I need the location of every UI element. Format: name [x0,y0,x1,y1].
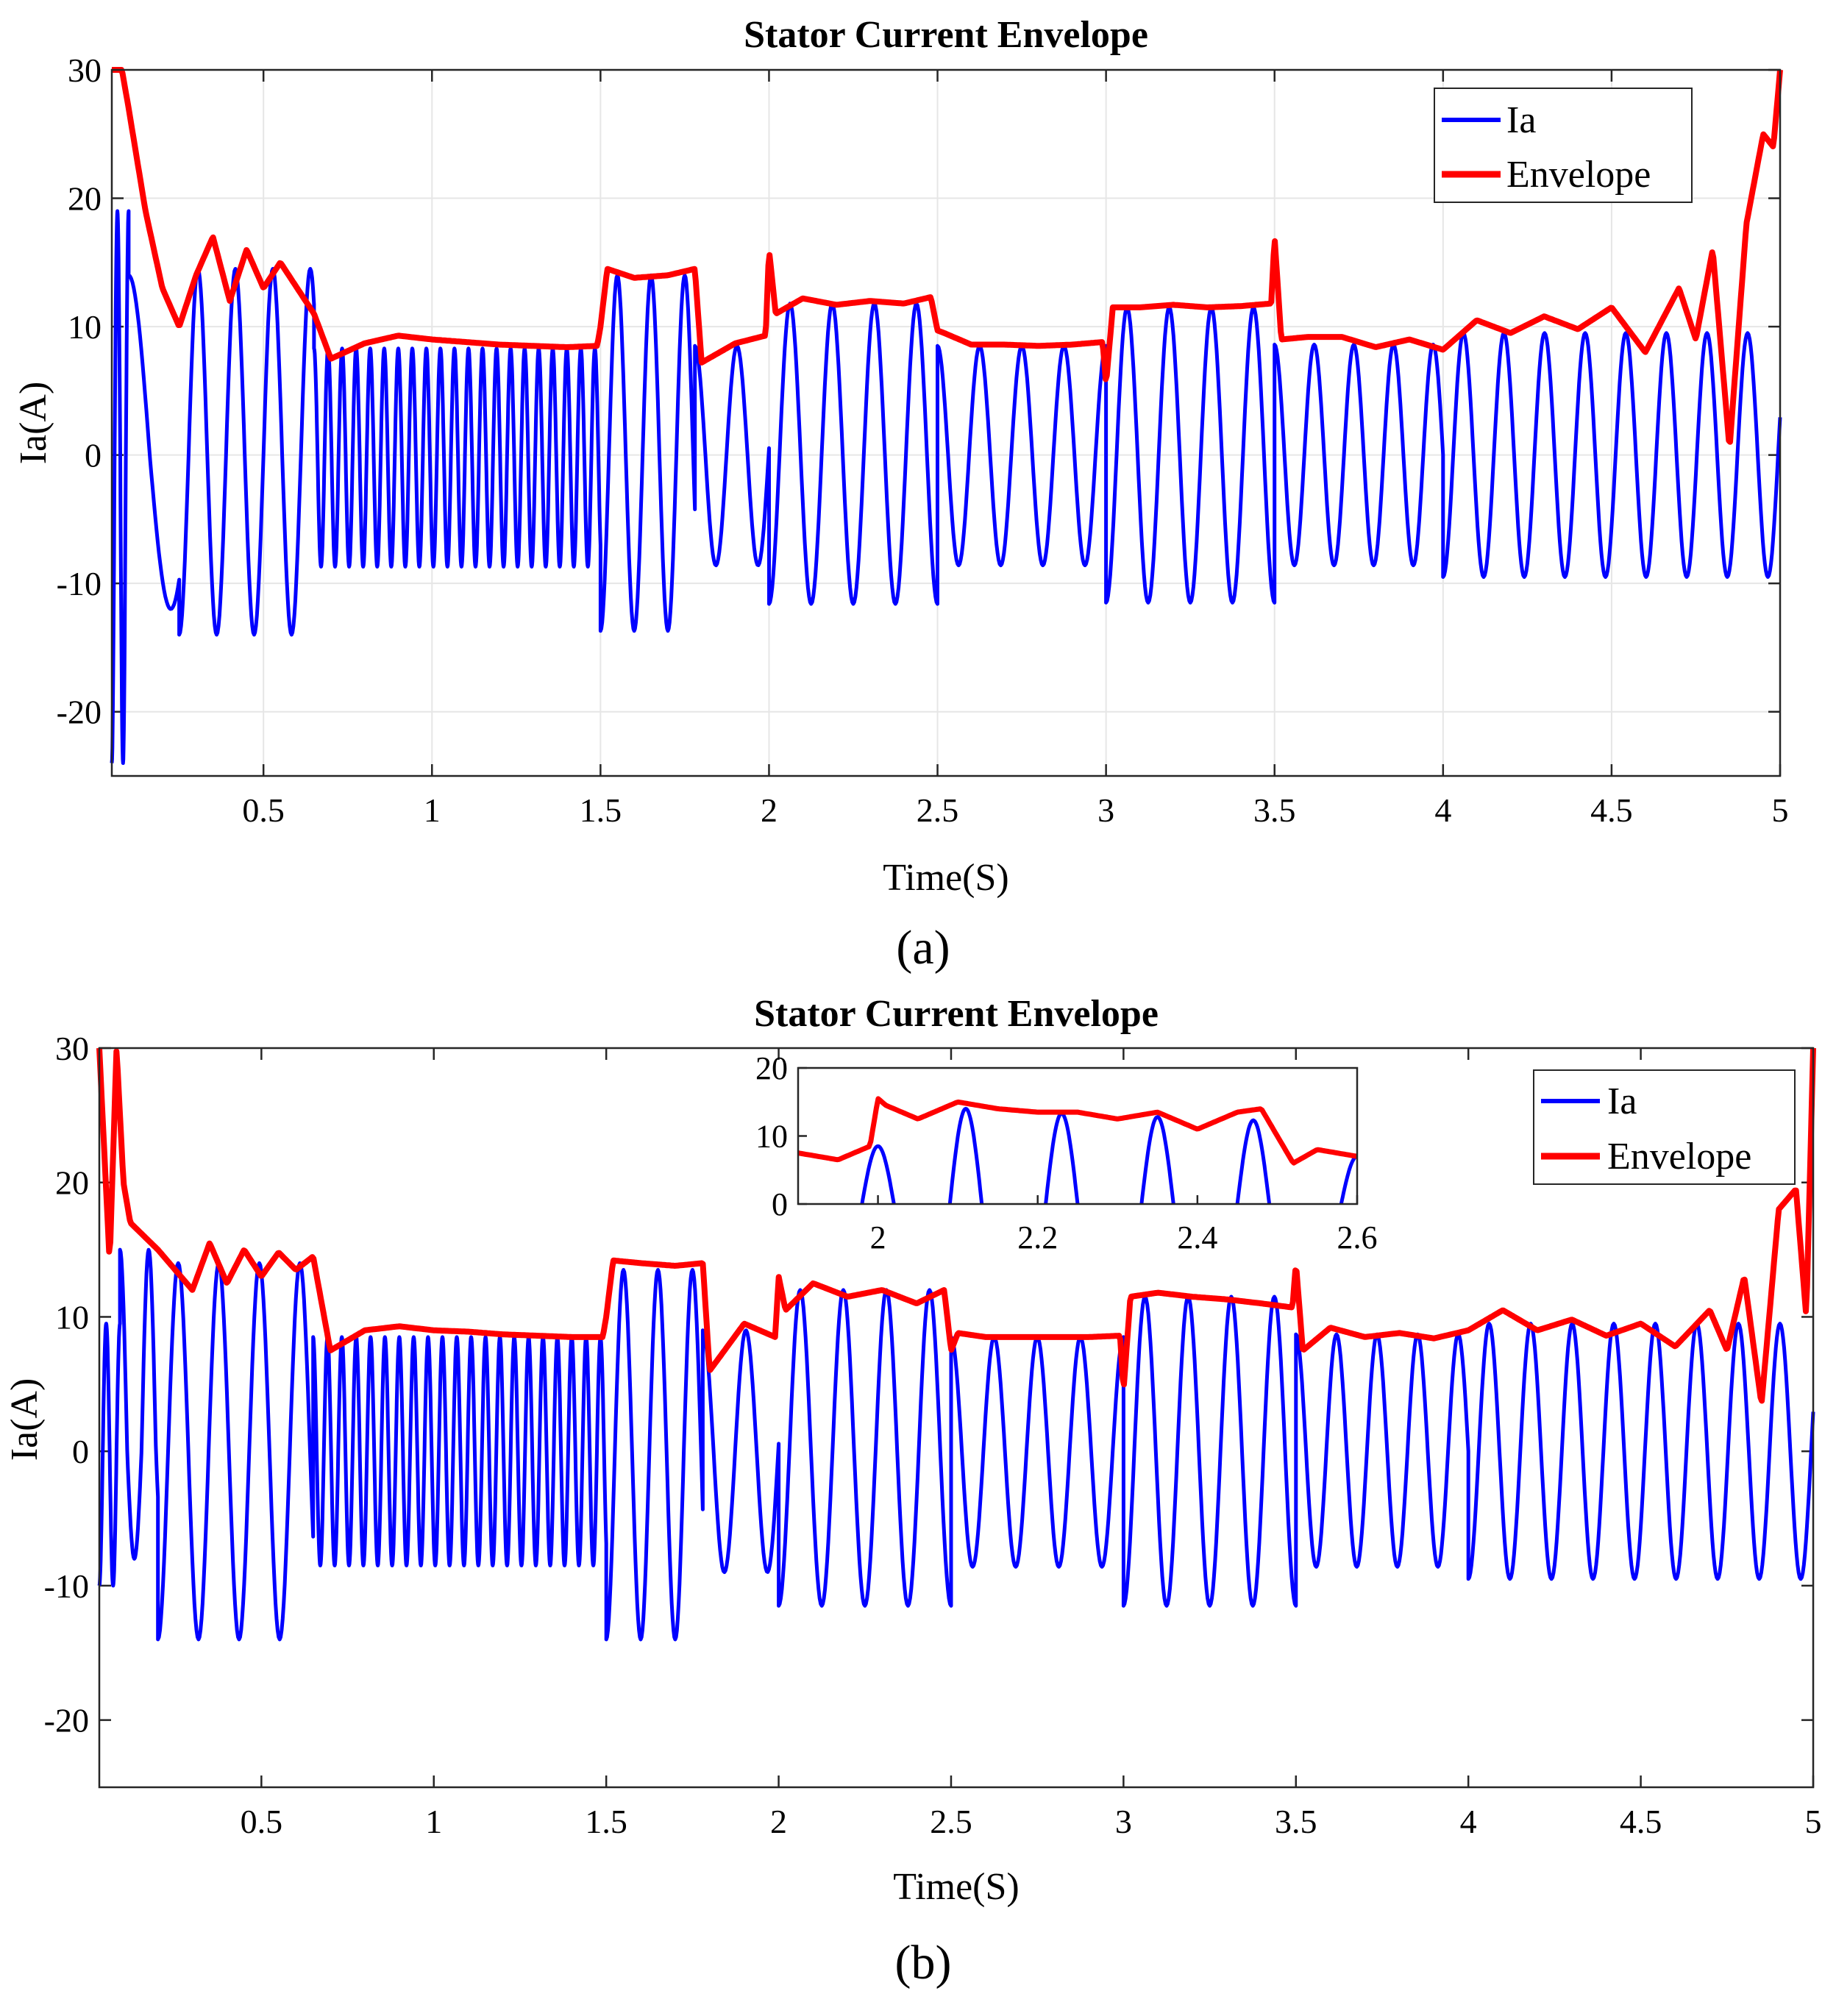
x-axis-label-b: Time(S) [893,1866,1019,1908]
x-tick-label-4-a: 2.5 [917,791,959,829]
x-tick-label-9-b: 5 [1805,1803,1822,1840]
inset-y-tick-label-1: 10 [755,1119,788,1155]
axes-box-a [110,68,1782,777]
ia-line-a [110,209,1782,765]
envelope-line-a [110,67,1783,445]
panel-label-a: (a) [896,921,950,975]
legend-box-a [1434,88,1693,203]
chart-panel-a: 0.5 1 1.5 2 2.5 3 3.5 4 4.5 5 -20 -10 0 10 20 30 Stator… [13,14,1789,975]
y-axis-label-a: Ia(A) [13,382,54,465]
y-tick-label-4-b: 20 [55,1164,89,1202]
envelope-series-a [110,67,1783,445]
inset-ia-series [860,1106,1358,1205]
panel-label-b: (b) [895,1936,952,1990]
y-tick-label-1-b: -10 [44,1567,89,1605]
inset-ia-lobe-3 [1139,1114,1175,1205]
inset-axes-box [797,1066,1359,1205]
y-axis-label-b: Ia(A) [4,1378,46,1461]
x-tick-label-3-a: 2 [761,791,778,829]
inset-x-tick-label-1: 2.2 [1017,1219,1058,1255]
legend-label-ia-b: Ia [1607,1080,1637,1122]
x-tick-label-4-b: 2.5 [930,1803,972,1840]
x-tick-label-8-a: 4.5 [1590,791,1633,829]
y-tick-label-0-b: -20 [44,1702,89,1739]
legend-label-ia-a: Ia [1506,99,1536,141]
inset-y-tick-label-0: 0 [772,1186,788,1222]
inset-ia-lobe-1 [947,1106,984,1205]
inset-ia-lobe-4 [1235,1118,1272,1205]
x-tick-label-5-b: 3 [1115,1803,1132,1840]
legend-a: Ia Envelope [1434,88,1693,203]
legend-label-envelope-b: Envelope [1607,1136,1751,1178]
inset-x-tick-label-0: 2 [870,1219,886,1255]
y-tick-label-5-a: 30 [68,51,102,89]
envelope-line-b [96,1047,1816,1404]
x-tick-label-0-a: 0.5 [242,791,285,829]
x-tick-label-1-a: 1 [424,791,441,829]
inset-plot-area [798,1068,1357,1204]
ticks-a: 0.5 1 1.5 2 2.5 3 3.5 4 4.5 5 -20 -10 0 10 20 30 [57,51,1789,829]
inset-envelope-line [797,1096,1358,1166]
chart-title-b: Stator Current Envelope [754,993,1159,1035]
inset-envelope-series [797,1096,1358,1166]
y-tick-label-3-a: 10 [68,308,102,346]
x-tick-label-1-b: 1 [425,1803,442,1840]
inset-x-tick-label-2: 2.4 [1177,1219,1217,1255]
legend-label-envelope-a: Envelope [1506,154,1651,196]
inset-chart: 2 2.2 2.4 2.6 0 10 20 [755,1050,1378,1255]
x-axis-label-a: Time(S) [883,857,1008,899]
x-tick-label-8-b: 4.5 [1620,1803,1662,1840]
ia-series-a [110,209,1782,765]
chart-title-a: Stator Current Envelope [744,14,1148,56]
y-tick-label-2-a: 0 [85,437,102,474]
inset-ticks: 2 2.2 2.4 2.6 0 10 20 [755,1050,1378,1255]
x-tick-label-7-a: 4 [1434,791,1451,829]
y-tick-label-0-a: -20 [57,694,102,731]
x-tick-label-2-b: 1.5 [585,1803,627,1840]
ia-series-b [97,1247,1815,1642]
ia-line-b [97,1247,1815,1642]
x-tick-label-6-b: 3.5 [1275,1803,1317,1840]
x-tick-label-7-b: 4 [1460,1803,1477,1840]
x-tick-label-0-b: 0.5 [241,1803,283,1840]
y-tick-label-2-b: 0 [72,1433,89,1470]
legend-b: Ia Envelope [1533,1069,1796,1185]
y-tick-label-1-a: -10 [57,565,102,602]
inset-y-tick-label-2: 20 [755,1050,788,1086]
y-tick-label-4-a: 20 [68,180,102,218]
x-tick-label-9-a: 5 [1772,791,1789,829]
y-tick-label-5-b: 30 [55,1030,89,1067]
inset-ia-lobe-0 [860,1144,896,1205]
x-tick-label-5-a: 3 [1097,791,1114,829]
x-tick-label-2-a: 1.5 [580,791,622,829]
legend-box-b [1533,1069,1796,1185]
envelope-series-b [96,1047,1816,1404]
axes-box-b [98,1047,1815,1789]
x-tick-label-3-b: 2 [770,1803,787,1840]
y-tick-label-3-b: 10 [55,1298,89,1336]
inset-x-tick-label-3: 2.6 [1337,1219,1378,1255]
x-tick-label-6-a: 3.5 [1253,791,1296,829]
